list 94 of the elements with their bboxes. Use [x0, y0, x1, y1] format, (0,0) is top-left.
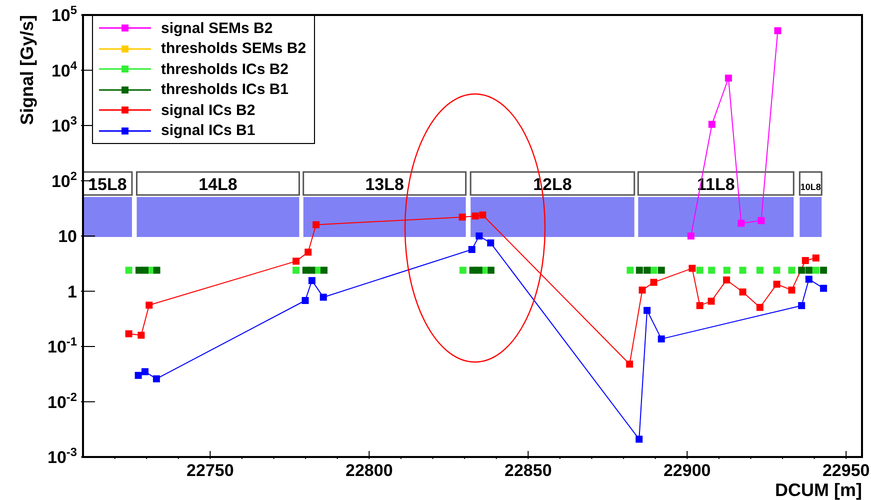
point [152, 375, 160, 382]
point [292, 258, 300, 265]
point [756, 304, 764, 311]
x-tick-label: 22850 [504, 461, 552, 480]
point [636, 436, 643, 443]
band-label: 10L8 [800, 182, 821, 192]
point [487, 239, 494, 246]
point [739, 288, 746, 296]
point [644, 306, 651, 314]
point [812, 254, 820, 262]
x-tick-label: 22900 [663, 461, 711, 480]
point [468, 246, 476, 253]
band-label: 13L8 [365, 175, 404, 194]
point [708, 120, 716, 128]
point [788, 266, 796, 274]
point [756, 266, 764, 274]
legend-label: thresholds ICs B2 [161, 60, 289, 78]
point [292, 266, 300, 274]
x-tick-label: 22750 [186, 461, 234, 480]
point [687, 232, 694, 240]
point [820, 266, 828, 274]
point [688, 264, 696, 272]
point [739, 266, 746, 274]
point [312, 221, 320, 228]
point [820, 284, 828, 292]
y-tick-label: 10$^{3}$ [51, 114, 78, 136]
band-label: 14L8 [198, 175, 238, 194]
point [805, 276, 812, 283]
y-tick-label: 10$^{2}$ [51, 168, 78, 191]
point [708, 298, 715, 305]
point [774, 27, 782, 34]
point [458, 214, 466, 221]
point [723, 266, 730, 274]
point [724, 74, 732, 82]
y-tick-label: 10$^{-3}$ [48, 445, 78, 467]
y-tick-label: 10$^{5}$ [51, 3, 78, 25]
point [472, 212, 479, 220]
point [650, 266, 658, 274]
point [658, 266, 665, 274]
point [487, 266, 494, 274]
point [320, 266, 328, 274]
point [142, 266, 148, 274]
point [636, 266, 643, 274]
point [308, 277, 316, 284]
legend-label: signal SEMs B2 [161, 20, 273, 37]
point [798, 266, 806, 274]
point [146, 302, 153, 309]
x-tick-label: 22800 [346, 461, 393, 480]
legend-label: thresholds ICs B1 [161, 81, 289, 98]
point [142, 368, 148, 376]
point [696, 302, 704, 310]
point [320, 294, 327, 301]
point [738, 220, 745, 227]
y-tick-label: 10$^{-1}$ [48, 334, 78, 356]
point [459, 266, 466, 274]
point [658, 335, 665, 342]
point [134, 372, 142, 379]
point [650, 278, 658, 286]
point [758, 217, 765, 224]
y-axis-title: Signal [Gy/s] [17, 15, 37, 126]
point [479, 211, 486, 218]
point [644, 266, 651, 274]
point [626, 266, 634, 274]
legend-label: signal ICs B1 [161, 122, 256, 140]
point [812, 266, 820, 274]
point [138, 332, 145, 339]
y-tick-label: 1 [68, 282, 77, 302]
x-axis-title: DCUM [m] [775, 480, 862, 500]
point [304, 248, 312, 256]
y-tick-label: 10$^{-2}$ [48, 390, 78, 412]
point [802, 257, 809, 264]
point [638, 286, 646, 294]
legend-label: signal ICs B2 [161, 102, 256, 119]
point [788, 286, 796, 294]
point [125, 330, 132, 338]
point [696, 266, 704, 274]
y-tick-label: 10$^{4}$ [51, 58, 78, 80]
point [773, 266, 780, 274]
point [308, 266, 316, 274]
point [798, 302, 806, 310]
point [708, 266, 716, 274]
point [723, 276, 730, 284]
legend-label: thresholds SEMs B2 [161, 40, 306, 58]
point [125, 266, 132, 274]
point [475, 266, 482, 274]
y-tick-label: 10 [58, 227, 77, 246]
point [805, 266, 812, 274]
point [153, 266, 160, 274]
point [302, 297, 309, 304]
point [773, 280, 780, 288]
band-label: 15L8 [88, 175, 127, 194]
x-tick-label: 22950 [822, 461, 870, 480]
point [476, 232, 483, 240]
point [626, 360, 634, 368]
